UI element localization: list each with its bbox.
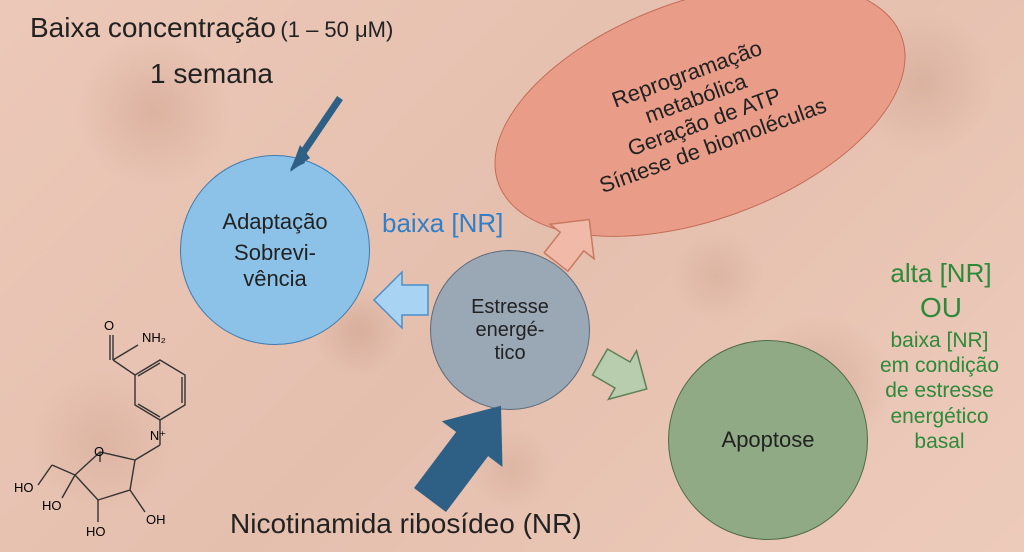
stress-line3: tico (494, 342, 525, 365)
adaptation-line2: Sobrevi- (234, 240, 316, 265)
cond-line2: em condição (867, 353, 1012, 378)
label-alta-nr: alta [NR] (876, 258, 1006, 289)
mol-label-HO2: HO (42, 498, 62, 513)
concentration-prefix: Baixa concentração (30, 12, 276, 43)
concentration-range: (1 – 50 μM) (280, 17, 393, 42)
mol-label-OH: OH (146, 512, 166, 527)
header-concentration: Baixa concentração (1 – 50 μM) (30, 12, 393, 44)
mol-label-HO3: HO (86, 524, 106, 539)
mol-label-Nplus: N⁺ (150, 428, 166, 443)
adaptation-line3: vência (243, 266, 307, 291)
node-stress: Estresse energé- tico (430, 250, 590, 410)
apoptosis-line1: Apoptose (722, 427, 815, 452)
stress-line2: energé- (476, 319, 545, 342)
molecule-structure: O NH₂ N⁺ O HO HO HO OH (0, 290, 230, 540)
label-nr-name: Nicotinamida ribosídeo (NR) (230, 508, 582, 540)
mol-label-HO1: HO (14, 480, 34, 495)
node-apoptosis: Apoptose (668, 340, 868, 540)
header-duration: 1 semana (150, 58, 273, 90)
stress-line1: Estresse (471, 296, 549, 319)
cond-line3: de estresse (867, 378, 1012, 403)
mol-label-ringO: O (94, 444, 104, 459)
label-ou: OU (876, 292, 1006, 324)
adaptation-line1: Adaptação (222, 209, 327, 234)
cond-line5: basal (867, 429, 1012, 454)
cond-line1: baixa [NR] (867, 328, 1012, 353)
cond-line4: energético (867, 404, 1012, 429)
mol-label-NH2: NH₂ (142, 330, 166, 345)
label-condition: baixa [NR] em condição de estresse energ… (867, 328, 1012, 454)
label-baixa-nr: baixa [NR] (382, 208, 503, 239)
mol-label-O: O (104, 318, 114, 333)
